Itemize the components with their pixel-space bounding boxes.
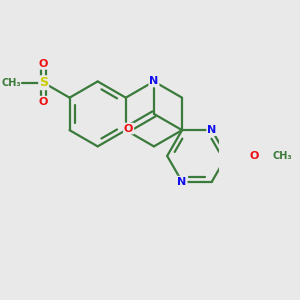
- Text: S: S: [39, 76, 48, 89]
- Text: N: N: [207, 125, 216, 135]
- Text: CH₃: CH₃: [272, 151, 292, 161]
- Text: O: O: [39, 97, 48, 107]
- Text: O: O: [250, 151, 259, 161]
- Text: O: O: [39, 59, 48, 69]
- Text: N: N: [177, 177, 187, 187]
- Text: N: N: [149, 76, 158, 86]
- Text: CH₃: CH₃: [1, 78, 21, 88]
- Text: O: O: [124, 124, 133, 134]
